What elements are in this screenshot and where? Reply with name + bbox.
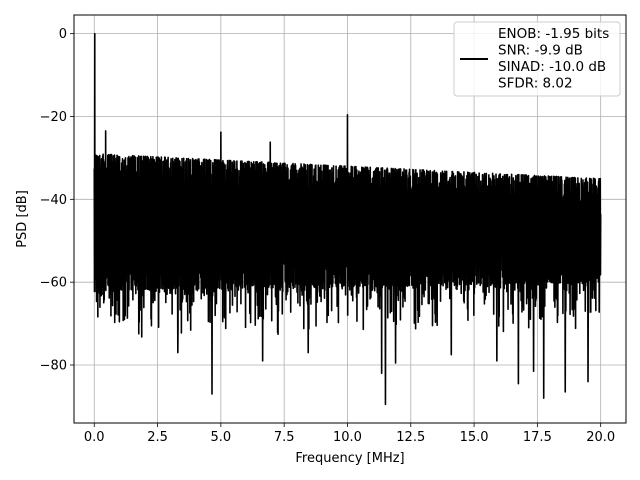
legend-entry-line: SFDR: 8.02 <box>498 76 573 92</box>
x-tick-label: 20.0 <box>586 430 615 445</box>
series-layer <box>93 32 602 406</box>
x-tick-label: 15.0 <box>460 430 489 445</box>
x-axis-label: Frequency [MHz] <box>295 451 404 466</box>
x-tick-label: 2.5 <box>147 430 168 445</box>
legend-entry-line: SNR: -9.9 dB <box>498 43 583 59</box>
plot-frame <box>73 14 627 424</box>
x-tick-label: 17.5 <box>523 430 552 445</box>
legend-entry-line: ENOB: -1.95 bits <box>498 26 609 42</box>
x-tick-label: 7.5 <box>274 430 295 445</box>
legend-entry-line: SINAD: -10.0 dB <box>498 59 606 75</box>
y-axis-label: PSD [dB] <box>15 190 30 248</box>
x-tick-label: 10.0 <box>333 430 362 445</box>
x-tick-label: 0.0 <box>84 430 105 445</box>
y-tick-label: 0 <box>59 27 67 42</box>
x-tick-label: 5.0 <box>211 430 232 445</box>
legend-box <box>453 21 621 97</box>
axis-ticks: 0.0 2.5 5.0 7.5 10.0 12.5 15.0 17.5 20.0 0 −20 −40 −… <box>40 27 616 445</box>
y-tick-label: −20 <box>40 110 67 125</box>
y-tick-label: −80 <box>40 359 67 374</box>
y-tick-label: −60 <box>40 276 67 291</box>
x-tick-label: 12.5 <box>396 430 425 445</box>
y-tick-label: −40 <box>40 193 67 208</box>
psd-series-line <box>93 32 602 406</box>
